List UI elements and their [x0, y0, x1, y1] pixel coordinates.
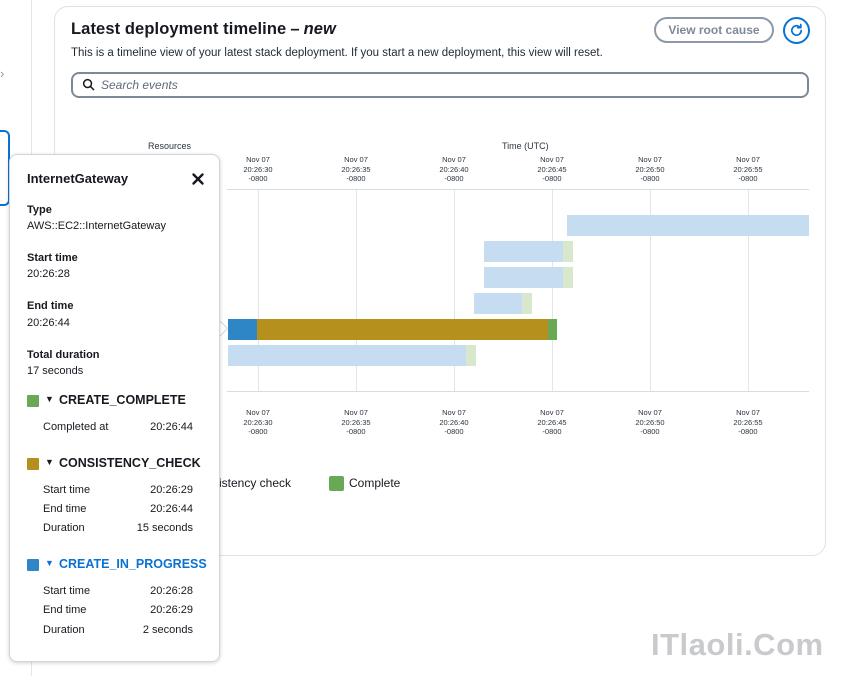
page-title: Latest deployment timeline – new [71, 20, 336, 38]
status-swatch [27, 458, 39, 470]
new-badge: new [303, 20, 336, 38]
resources-column-header: Resources [148, 141, 192, 151]
tick-label-top: Nov 07 20:26:45 -0800 [537, 155, 567, 183]
tick-label-bottom: Nov 07 20:26:45 -0800 [537, 408, 567, 436]
timeline-bar-create-in-progress[interactable] [483, 267, 564, 288]
timeline-bar-create-in-progress[interactable] [473, 293, 523, 314]
search-input[interactable] [101, 76, 791, 94]
page-subtitle: This is a timeline view of your latest s… [71, 47, 603, 59]
resource-popover: InternetGateway Type AWS::EC2::InternetG… [9, 154, 220, 662]
in-progress-end-value: 20:26:29 [150, 604, 193, 616]
start-time-label: Start time [27, 252, 78, 264]
end-time-value: 20:26:44 [27, 317, 70, 329]
start-time-value: 20:26:28 [27, 268, 70, 280]
timeline-bar-create-complete[interactable] [563, 267, 573, 288]
consistency-end-value: 20:26:44 [150, 503, 193, 515]
gridline [650, 190, 651, 391]
timeline-bar-create-complete[interactable] [563, 241, 573, 262]
gridline [258, 190, 259, 391]
tick-label-top: Nov 07 20:26:50 -0800 [635, 155, 665, 183]
search-icon [82, 78, 95, 91]
gridline [552, 190, 553, 391]
caret-down-icon[interactable]: ▼ [45, 394, 54, 404]
caret-down-icon[interactable]: ▼ [45, 457, 54, 467]
completed-at-label: Completed at [43, 421, 109, 433]
timeline-bar-create-in-progress[interactable] [228, 319, 258, 340]
consistency-start-value: 20:26:29 [150, 484, 193, 496]
consistency-duration-value: 15 seconds [136, 522, 193, 534]
tick-label-bottom: Nov 07 20:26:40 -0800 [439, 408, 469, 436]
type-label: Type [27, 204, 52, 216]
timeline-bar-create-complete[interactable] [522, 293, 533, 314]
timeline-bar-create-complete[interactable] [547, 319, 558, 340]
legend-complete-swatch [329, 476, 344, 491]
consistency-duration-label: Duration [43, 522, 85, 534]
tick-label-bottom: Nov 07 20:26:50 -0800 [635, 408, 665, 436]
status-name: CONSISTENCY_CHECK [59, 456, 201, 470]
search-box[interactable] [71, 72, 809, 98]
status-name: CREATE_COMPLETE [59, 393, 186, 407]
in-progress-duration-label: Duration [43, 624, 85, 636]
legend-consistency-label: sistency check [213, 476, 292, 490]
in-progress-start-label: Start time [43, 585, 91, 597]
watermark: ITlaoli.Com [651, 627, 824, 662]
tick-label-top: Nov 07 20:26:30 -0800 [243, 155, 273, 183]
legend-complete-label: Complete [349, 476, 401, 490]
timeline-bar-create-in-progress[interactable] [566, 215, 809, 236]
status-name: CREATE_IN_PROGRESS [59, 557, 207, 571]
consistency-start-label: Start time [43, 484, 91, 496]
timeline-bar-create-in-progress[interactable] [228, 345, 467, 366]
gridline [454, 190, 455, 391]
consistency-end-label: End time [43, 503, 87, 515]
total-duration-value: 17 seconds [27, 365, 84, 377]
in-progress-start-value: 20:26:28 [150, 585, 193, 597]
tick-label-bottom: Nov 07 20:26:30 -0800 [243, 408, 273, 436]
tick-label-top: Nov 07 20:26:40 -0800 [439, 155, 469, 183]
tick-label-top: Nov 07 20:26:55 -0800 [733, 155, 763, 183]
gridline [748, 190, 749, 391]
time-column-header: Time (UTC) [502, 141, 549, 151]
gridline [356, 190, 357, 391]
popover-title: InternetGateway [27, 171, 129, 186]
total-duration-label: Total duration [27, 349, 100, 361]
chart-top-axis [227, 189, 809, 190]
in-progress-end-label: End time [43, 604, 87, 616]
status-swatch [27, 559, 39, 571]
tick-label-top: Nov 07 20:26:35 -0800 [341, 155, 371, 183]
timeline-bar-consistency-check[interactable] [257, 319, 548, 340]
completed-at-value: 20:26:44 [150, 421, 193, 433]
refresh-button[interactable] [783, 17, 810, 44]
end-time-label: End time [27, 300, 74, 312]
caret-down-icon[interactable]: ▼ [45, 558, 54, 568]
view-root-cause-button[interactable]: View root cause [654, 17, 774, 43]
type-value: AWS::EC2::InternetGateway [27, 220, 166, 232]
in-progress-duration-value: 2 seconds [142, 624, 193, 636]
tick-label-bottom: Nov 07 20:26:55 -0800 [733, 408, 763, 436]
chart-bottom-axis [227, 391, 809, 392]
refresh-icon [791, 23, 803, 36]
timeline-bar-create-in-progress[interactable] [483, 241, 564, 262]
close-icon[interactable] [191, 172, 205, 186]
timeline-bar-create-complete[interactable] [466, 345, 476, 366]
chevron-right-icon[interactable]: › [0, 66, 5, 81]
tick-label-bottom: Nov 07 20:26:35 -0800 [341, 408, 371, 436]
status-swatch [27, 395, 39, 407]
